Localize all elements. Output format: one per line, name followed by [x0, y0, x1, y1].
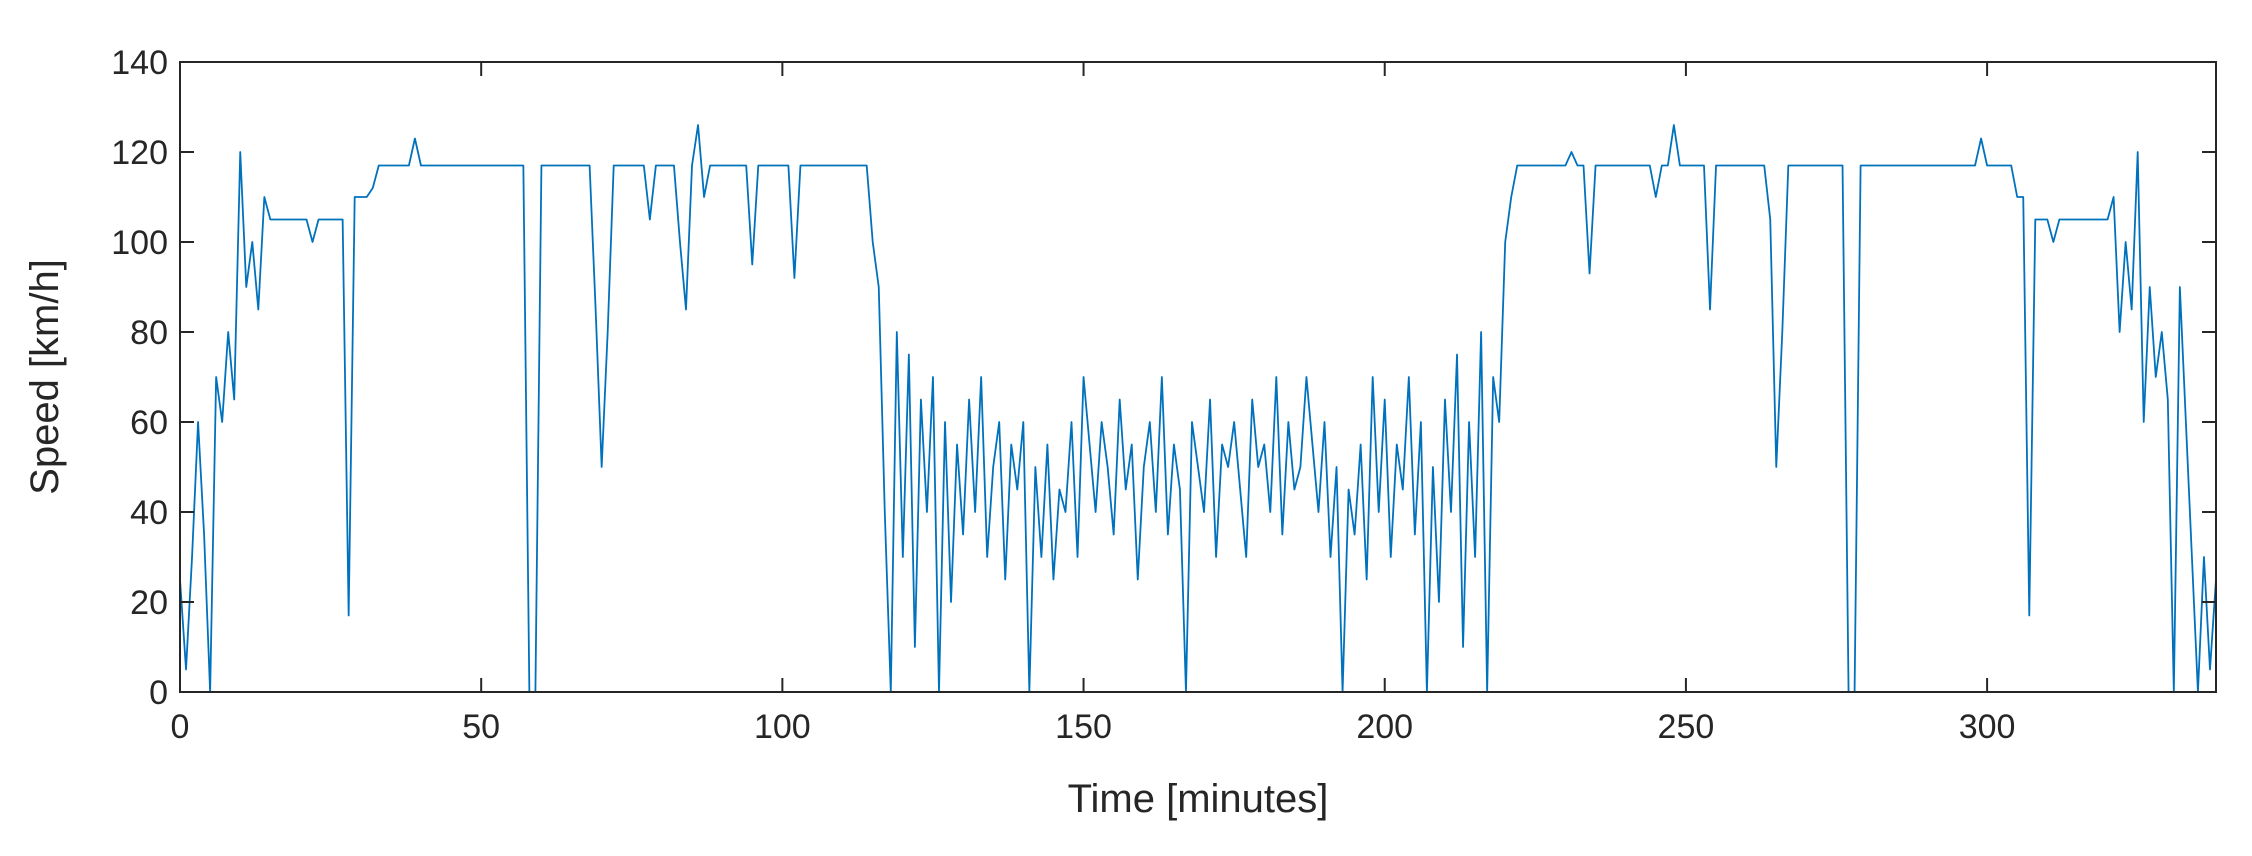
- speed-line: [179, 124, 2217, 693]
- x-tick-label: 100: [754, 708, 811, 746]
- x-tick-label: 50: [462, 708, 500, 746]
- y-tick-label: 60: [130, 404, 168, 442]
- y-tick-label: 40: [130, 494, 168, 532]
- x-tick-label: 250: [1658, 708, 1715, 746]
- plot-frame: [179, 61, 2217, 693]
- x-tick-label: 200: [1356, 708, 1413, 746]
- y-tick-label: 0: [149, 674, 168, 712]
- y-tick-label: 80: [130, 314, 168, 352]
- y-axis-label: Speed [km/h]: [23, 259, 67, 495]
- y-tick-label: 120: [111, 134, 168, 172]
- y-tick-label: 140: [111, 44, 168, 82]
- x-axis-label: Time [minutes]: [1068, 777, 1329, 821]
- x-tick-label: 300: [1959, 708, 2016, 746]
- x-tick-label: 150: [1055, 708, 1112, 746]
- y-tick-label: 100: [111, 224, 168, 262]
- y-tick-label: 20: [130, 584, 168, 622]
- x-tick-label: 0: [171, 708, 190, 746]
